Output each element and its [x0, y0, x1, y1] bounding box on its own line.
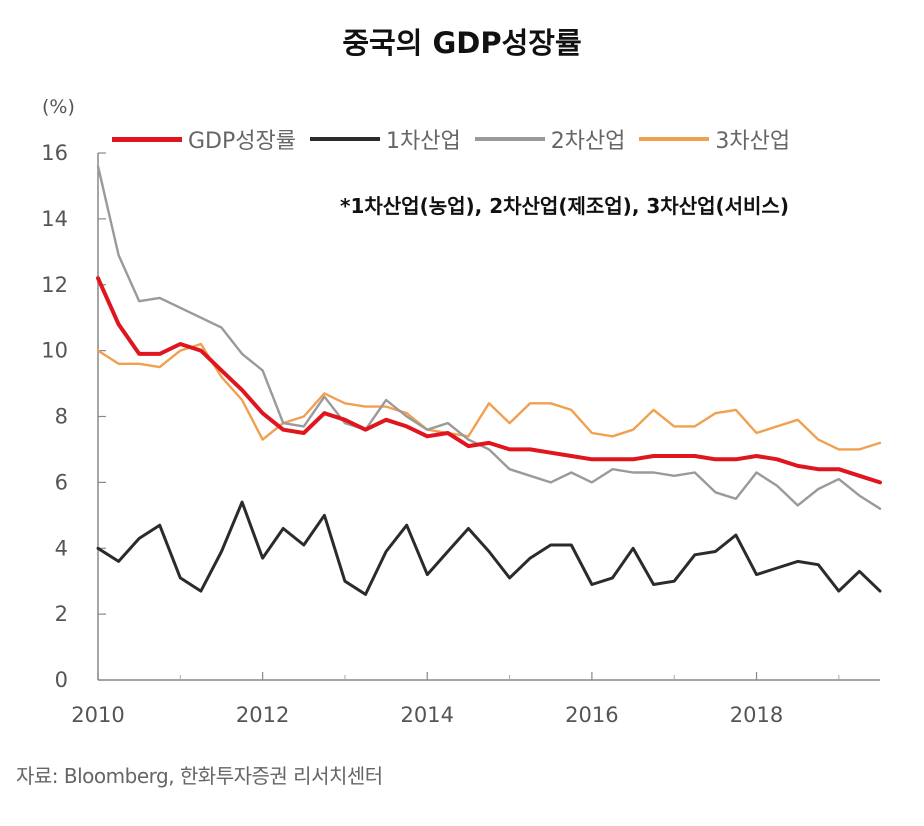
x-tick-label: 2016: [565, 703, 618, 727]
legend-item-primary: 1차산업: [309, 123, 461, 155]
legend-item-gdp: GDP성장률: [112, 123, 296, 155]
chart-source: 자료: Bloomberg, 한화투자증권 리서치센터: [16, 764, 383, 788]
x-tick-label: 2012: [236, 703, 289, 727]
y-tick-label: 14: [41, 207, 68, 231]
y-tick-label: 0: [55, 668, 68, 692]
legend: GDP성장률 1차산업 2차산업 3차산업: [112, 124, 804, 154]
y-tick-label: 8: [55, 405, 68, 429]
legend-label-tertiary: 3차산업: [715, 129, 791, 154]
x-tick-label: 2018: [730, 703, 783, 727]
x-tick-label: 2010: [71, 703, 124, 727]
y-tick-label: 6: [55, 470, 68, 494]
legend-item-secondary: 2차산업: [474, 123, 626, 155]
legend-label-gdp: GDP성장률: [188, 129, 296, 154]
legend-swatch-primary: [309, 137, 380, 141]
chart-title: 중국의 GDP성장률: [342, 26, 582, 60]
y-tick-label: 4: [55, 536, 68, 560]
legend-label-secondary: 2차산업: [550, 129, 626, 154]
series-line-secondary: [96, 164, 882, 510]
chart-note: *1차산업(농업), 2차산업(제조업), 3차산업(서비스): [340, 194, 789, 218]
legend-swatch-secondary: [474, 137, 545, 141]
series-line-tertiary: [96, 342, 882, 451]
legend-label-primary: 1차산업: [385, 129, 461, 154]
y-axis-unit: (%): [42, 96, 75, 118]
legend-swatch-tertiary: [639, 137, 710, 141]
y-tick-label: 2: [55, 602, 68, 626]
y-tick-label: 12: [41, 273, 68, 297]
legend-item-tertiary: 3차산업: [639, 123, 790, 155]
series-line-primary: [96, 500, 882, 596]
y-tick-label: 16: [41, 141, 68, 165]
x-tick-label: 2014: [401, 703, 454, 727]
y-tick-label: 10: [41, 339, 68, 363]
series-line-gdp: [96, 276, 882, 485]
legend-swatch-gdp: [112, 136, 182, 142]
